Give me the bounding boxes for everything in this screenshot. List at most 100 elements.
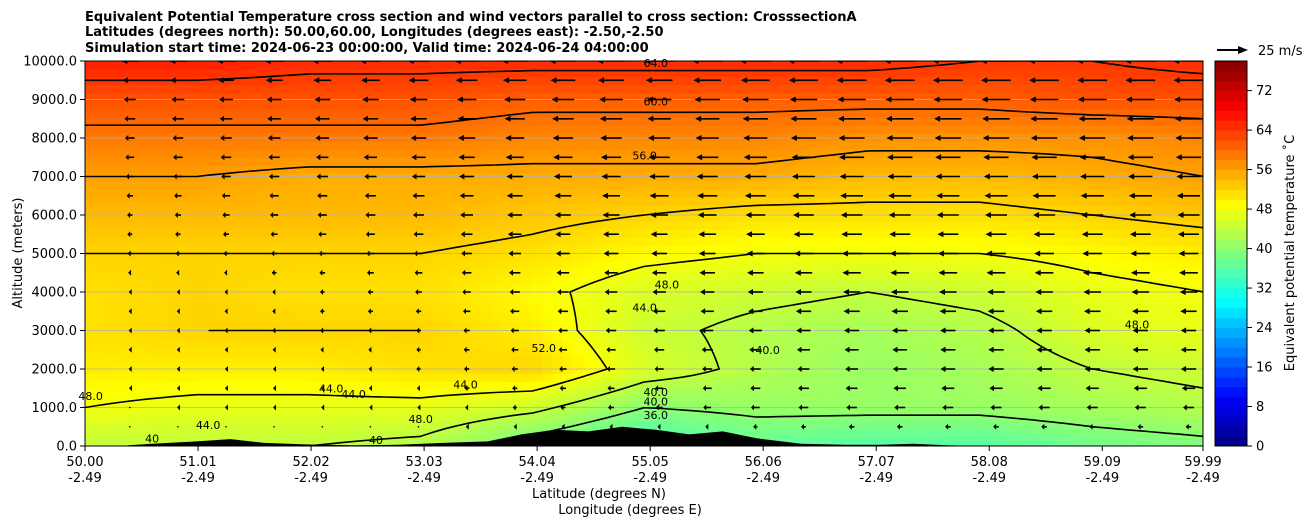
field-cell — [948, 221, 960, 231]
field-cell — [552, 125, 564, 134]
field-cell — [522, 229, 533, 239]
field-cell — [471, 93, 482, 102]
field-cell — [227, 181, 239, 190]
field-cell — [765, 253, 777, 263]
field-cell — [156, 373, 167, 383]
field-cell — [176, 117, 188, 126]
field-cell — [491, 317, 503, 327]
field-cell — [115, 405, 127, 415]
field-cell — [847, 373, 859, 383]
field-cell — [1192, 309, 1203, 319]
field-cell — [959, 173, 970, 182]
field-cell — [745, 197, 757, 206]
field-cell — [694, 349, 706, 359]
field-cell — [684, 125, 696, 134]
field-cell — [1162, 173, 1174, 182]
field-cell — [206, 397, 218, 407]
field-cell — [562, 309, 574, 319]
field-cell — [999, 293, 1011, 303]
field-cell — [837, 325, 848, 335]
field-cell — [532, 341, 543, 351]
field-cell — [948, 317, 960, 327]
field-cell — [959, 109, 970, 118]
field-cell — [1152, 381, 1163, 391]
field-cell — [267, 61, 279, 70]
field-cell — [1040, 269, 1052, 279]
field-cell — [349, 109, 361, 118]
field-cell — [664, 157, 676, 166]
field-cell — [887, 285, 899, 295]
field-cell — [1050, 341, 1062, 351]
field-cell — [105, 85, 117, 94]
field-cell — [501, 269, 513, 279]
field-cell — [1040, 245, 1052, 255]
field-cell — [308, 149, 320, 158]
field-cell — [400, 125, 411, 134]
field-cell — [125, 421, 137, 431]
field-cell — [176, 229, 188, 239]
field-cell — [400, 229, 411, 239]
field-cell — [613, 149, 625, 158]
field-cell — [1070, 189, 1082, 198]
field-cell — [877, 365, 889, 375]
field-cell — [694, 365, 706, 375]
field-cell — [1152, 357, 1163, 367]
field-cell — [95, 237, 106, 247]
field-cell — [1060, 93, 1072, 102]
field-cell — [674, 61, 686, 70]
field-cell — [532, 285, 543, 295]
field-cell — [969, 357, 980, 367]
field-cell — [481, 109, 493, 118]
field-cell — [95, 125, 106, 134]
field-cell — [1131, 293, 1143, 303]
field-cell — [735, 413, 747, 423]
field-cell — [135, 245, 147, 255]
field-cell — [613, 405, 625, 415]
field-cell — [593, 333, 604, 343]
field-cell — [1040, 117, 1052, 126]
field-cell — [684, 357, 696, 367]
field-cell — [593, 109, 604, 118]
field-cell — [898, 277, 909, 287]
field-cell — [115, 133, 127, 142]
field-cell — [1142, 309, 1153, 319]
field-cell — [1111, 221, 1123, 231]
field-cell — [583, 141, 594, 150]
field-cell — [664, 261, 676, 271]
field-cell — [715, 141, 726, 150]
field-cell — [125, 397, 137, 407]
field-cell — [583, 245, 594, 255]
field-cell — [948, 117, 960, 126]
field-cell — [135, 389, 147, 399]
field-cell — [125, 117, 137, 126]
field-cell — [552, 189, 564, 198]
field-cell — [511, 205, 523, 214]
field-cell — [654, 101, 665, 110]
field-cell — [318, 181, 330, 190]
field-cell — [176, 173, 188, 182]
field-cell — [898, 349, 909, 359]
field-cell — [196, 293, 208, 303]
field-cell — [206, 165, 218, 174]
field-cell — [217, 245, 228, 255]
field-cell — [837, 333, 848, 343]
field-cell — [674, 69, 686, 78]
field-cell — [532, 365, 543, 375]
field-cell — [1030, 205, 1041, 214]
field-cell — [654, 389, 665, 399]
field-cell — [1020, 221, 1031, 231]
field-cell — [552, 381, 564, 391]
field-cell — [918, 365, 930, 375]
field-cell — [847, 413, 859, 423]
field-cell — [1121, 173, 1133, 182]
field-cell — [908, 173, 920, 182]
field-cell — [715, 149, 726, 158]
field-cell — [806, 221, 818, 231]
field-cell — [400, 157, 411, 166]
field-cell — [1009, 245, 1021, 255]
field-cell — [339, 85, 350, 94]
field-cell — [806, 309, 818, 319]
field-cell — [684, 373, 696, 383]
field-cell — [359, 221, 371, 231]
field-cell — [613, 189, 625, 198]
